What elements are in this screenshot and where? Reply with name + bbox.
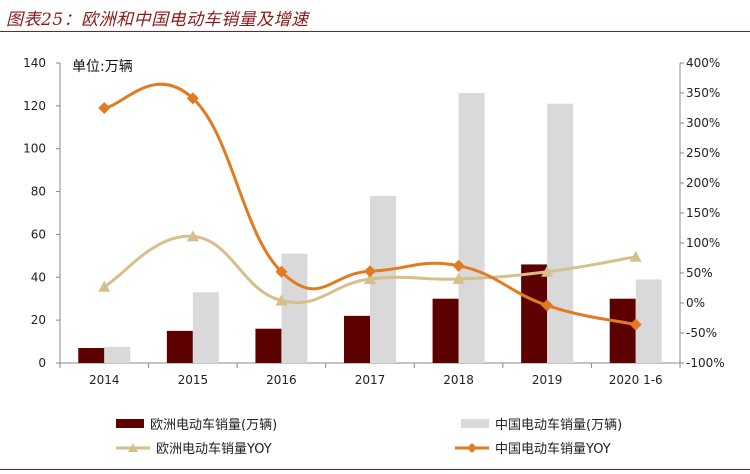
x-tick-label: 2019 (532, 373, 563, 387)
bar-china-sales (547, 103, 574, 363)
bar-europe-sales (166, 330, 193, 363)
right-tick-label: -50% (686, 326, 717, 340)
point-europe-yoy (186, 230, 199, 242)
bar-china-sales (192, 292, 219, 363)
x-tick-label: 2020 1-6 (609, 373, 663, 387)
left-tick-label: 120 (23, 99, 46, 113)
point-europe-yoy (364, 273, 376, 284)
right-tick-label: 350% (686, 86, 720, 100)
bar-europe-sales (521, 264, 548, 363)
title-rule (0, 31, 750, 32)
bar-europe-sales (609, 298, 636, 363)
right-tick-label: 0% (686, 296, 705, 310)
legend-swatch-europe-yoy (116, 442, 150, 452)
bar-china-sales (104, 346, 131, 363)
bar-china-sales (458, 93, 485, 363)
left-tick-label: 100 (23, 142, 46, 156)
legend-label-china-sales: 中国电动车销量(万辆) (495, 418, 623, 433)
point-china-yoy (364, 265, 376, 278)
legend-item-china-yoy: 中国电动车销量YOY (455, 438, 611, 457)
point-china-yoy (275, 265, 288, 278)
point-europe-yoy (541, 265, 554, 277)
point-china-yoy (452, 259, 465, 272)
legend-label-china-yoy: 中国电动车销量YOY (495, 442, 611, 457)
legend-item-europe-yoy: 欧洲电动车销量YOY (116, 438, 272, 457)
point-europe-yoy (629, 250, 642, 262)
legend-item-china-sales: 中国电动车销量(万辆) (461, 414, 622, 433)
left-tick-label: 60 (31, 227, 46, 241)
x-tick-label: 2015 (178, 373, 209, 387)
left-tick-label: 140 (23, 56, 46, 70)
right-tick-label: 400% (686, 56, 720, 70)
point-china-yoy (629, 318, 642, 331)
right-tick-label: 200% (686, 176, 720, 190)
right-tick-label: 50% (686, 266, 713, 280)
legend-label-europe-sales: 欧洲电动车销量(万辆) (150, 418, 278, 433)
legend-swatch-china-sales (461, 419, 489, 428)
x-tick-label: 2014 (89, 373, 120, 387)
point-europe-yoy (275, 294, 288, 306)
left-tick-label: 20 (31, 313, 46, 327)
bar-europe-sales (432, 298, 459, 363)
x-tick-label: 2017 (355, 373, 386, 387)
point-china-yoy (541, 299, 554, 312)
figure-header: 图表25：欧洲和中国电动车销量及增速 (0, 0, 750, 32)
figure-title: 图表25：欧洲和中国电动车销量及增速 (6, 10, 309, 30)
left-tick-label: 40 (31, 270, 46, 284)
x-tick-label: 2018 (443, 373, 474, 387)
left-tick-label: 0 (38, 356, 46, 370)
unit-label: 单位:万辆 (72, 59, 133, 75)
right-tick-label: 150% (686, 206, 720, 220)
bottom-rule (0, 469, 750, 470)
right-tick-label: 300% (686, 116, 720, 130)
legend-swatch-china-yoy (455, 442, 489, 453)
point-china-yoy (98, 102, 111, 114)
point-europe-yoy (452, 273, 465, 284)
bar-europe-sales (255, 328, 282, 363)
right-tick-label: -100% (686, 356, 725, 370)
legend-label-europe-yoy: 欧洲电动车销量YOY (156, 442, 272, 457)
bar-europe-sales (344, 315, 370, 363)
point-europe-yoy (98, 280, 111, 292)
right-tick-label: 100% (686, 236, 720, 250)
x-tick-label: 2016 (266, 373, 297, 387)
legend-item-europe-sales: 欧洲电动车销量(万辆) (116, 414, 277, 433)
bar-europe-sales (78, 348, 105, 363)
bar-china-sales (635, 279, 662, 363)
point-china-yoy (186, 92, 199, 105)
legend-swatch-europe-sales (116, 419, 144, 428)
right-tick-label: 250% (686, 146, 720, 160)
left-tick-label: 80 (31, 185, 46, 199)
